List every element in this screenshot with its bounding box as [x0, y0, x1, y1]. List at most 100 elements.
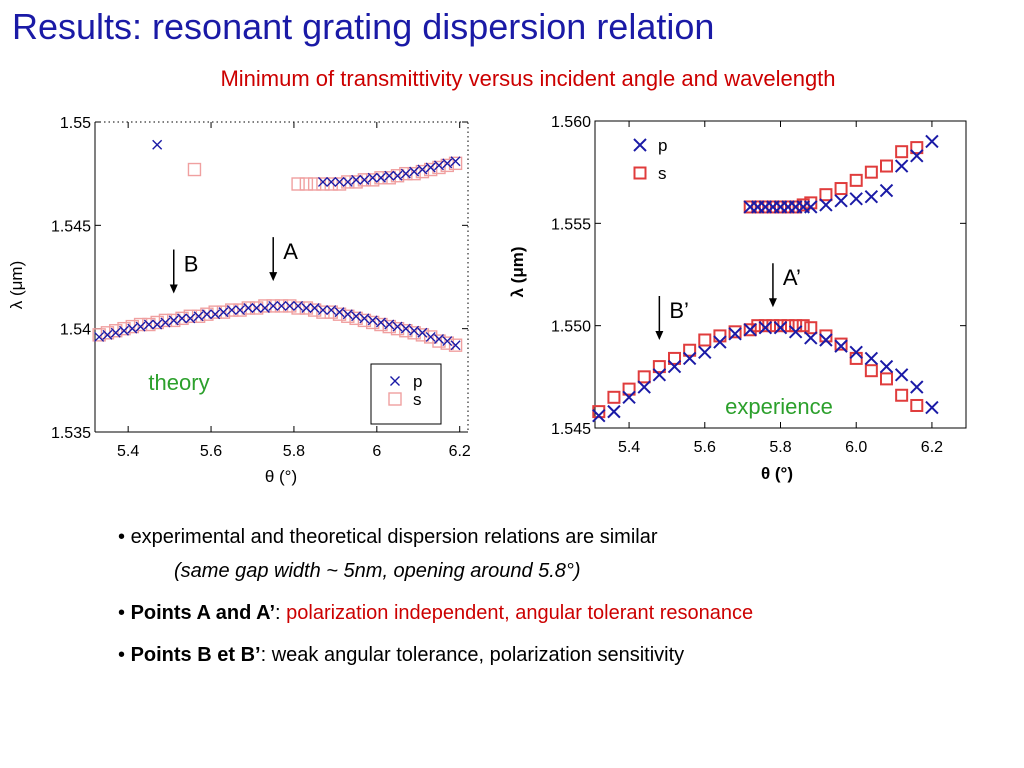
data-point-p — [284, 300, 295, 311]
data-point-s — [743, 200, 757, 214]
data-point-p — [293, 300, 304, 311]
data-point-s — [432, 334, 446, 348]
x-tick-label: 5.8 — [283, 443, 305, 460]
chart-label: experience — [725, 394, 833, 419]
data-point-p — [425, 331, 436, 342]
legend-label-s: s — [413, 390, 422, 409]
data-point-s — [390, 321, 405, 336]
data-point-p — [788, 325, 803, 339]
legend-label-s: s — [658, 164, 667, 183]
x-tick-label: 6.2 — [449, 443, 471, 460]
data-point-p — [834, 339, 848, 353]
data-point-p — [135, 321, 146, 332]
annotation-label: A’ — [783, 265, 801, 290]
data-point-p — [259, 303, 270, 313]
x-axis-label: θ (°) — [761, 464, 793, 483]
data-point-s — [357, 313, 372, 328]
legend-marker-s — [633, 166, 647, 180]
data-point-p — [442, 158, 453, 169]
data-point-p — [392, 170, 403, 181]
data-point-p — [910, 149, 924, 163]
data-point-s — [766, 319, 780, 333]
data-point-s — [365, 315, 380, 330]
x-tick-label: 6 — [372, 443, 381, 460]
data-point-p — [925, 400, 939, 415]
data-point-s — [713, 329, 727, 343]
data-point-p — [879, 359, 894, 374]
data-point-s — [781, 200, 795, 214]
data-point-p — [409, 166, 420, 177]
data-point-s — [448, 338, 463, 352]
data-point-p — [309, 303, 320, 313]
data-point-s — [622, 382, 636, 396]
data-point-s — [424, 162, 438, 177]
legend-box — [370, 363, 442, 425]
data-point-p — [177, 313, 188, 324]
y-tick-label: 1.54 — [60, 322, 91, 339]
data-point-s — [158, 313, 173, 328]
data-point-p — [168, 315, 179, 326]
data-point-p — [359, 174, 370, 185]
legend-marker-p — [390, 376, 400, 386]
data-point-s — [834, 337, 848, 351]
data-point-p — [226, 305, 237, 316]
data-point-p — [433, 334, 444, 344]
data-point-s — [448, 156, 463, 171]
bullet-list: • experimental and theoretical dispersio… — [118, 524, 1008, 684]
data-point-s — [789, 319, 803, 333]
data-point-s — [249, 301, 264, 315]
data-point-p — [301, 303, 312, 313]
data-point-s — [796, 319, 810, 333]
data-point-s — [109, 324, 123, 338]
y-tick-label: 1.535 — [51, 425, 91, 442]
data-point-p — [152, 319, 163, 330]
data-point-p — [864, 190, 879, 204]
data-point-s — [781, 319, 795, 333]
data-point-s — [299, 177, 314, 191]
data-point-p — [375, 317, 386, 328]
data-point-p — [359, 313, 370, 324]
annotation-arrowhead — [768, 298, 777, 308]
annotation-arrowhead — [169, 284, 178, 294]
data-point-s — [407, 326, 421, 340]
data-point-p — [804, 200, 818, 214]
data-point-s — [910, 398, 924, 412]
data-point-p — [682, 351, 697, 366]
data-point-p — [317, 176, 328, 187]
data-point-p — [102, 329, 113, 340]
data-point-p — [351, 174, 362, 185]
data-point-p — [110, 327, 121, 338]
data-point-p — [326, 176, 337, 187]
data-point-s — [341, 309, 355, 323]
data-point-s — [910, 141, 924, 155]
y-tick-label: 1.545 — [51, 218, 91, 235]
data-point-p — [450, 156, 461, 167]
bullet-separator: : — [275, 602, 287, 624]
data-point-p — [834, 194, 848, 208]
data-point-s — [849, 173, 863, 187]
data-point-s — [758, 319, 772, 333]
bullet-bold: Points B et B’ — [130, 644, 261, 666]
x-tick-label: 5.4 — [618, 439, 640, 456]
data-point-p — [758, 321, 773, 335]
bullet-subtext: (same gap width ~ 5nm, opening around 5.… — [174, 560, 581, 582]
data-point-p — [235, 305, 246, 316]
data-point-p — [251, 303, 262, 313]
data-point-s — [399, 324, 413, 338]
data-point-p — [894, 368, 909, 382]
y-tick-label: 1.560 — [551, 114, 591, 131]
data-point-s — [683, 343, 697, 357]
data-point-s — [283, 299, 297, 313]
bullet-separator: : — [260, 644, 272, 666]
data-point-p — [728, 327, 742, 341]
x-axis-label: θ (°) — [265, 467, 297, 486]
y-tick-label: 1.555 — [551, 216, 591, 233]
data-point-s — [819, 188, 833, 202]
annotation-arrowhead — [655, 330, 664, 340]
data-point-s — [698, 333, 712, 347]
data-point-p — [773, 321, 788, 335]
data-point-p — [417, 164, 428, 175]
data-point-s — [751, 200, 765, 214]
x-tick-label: 5.6 — [694, 439, 716, 456]
